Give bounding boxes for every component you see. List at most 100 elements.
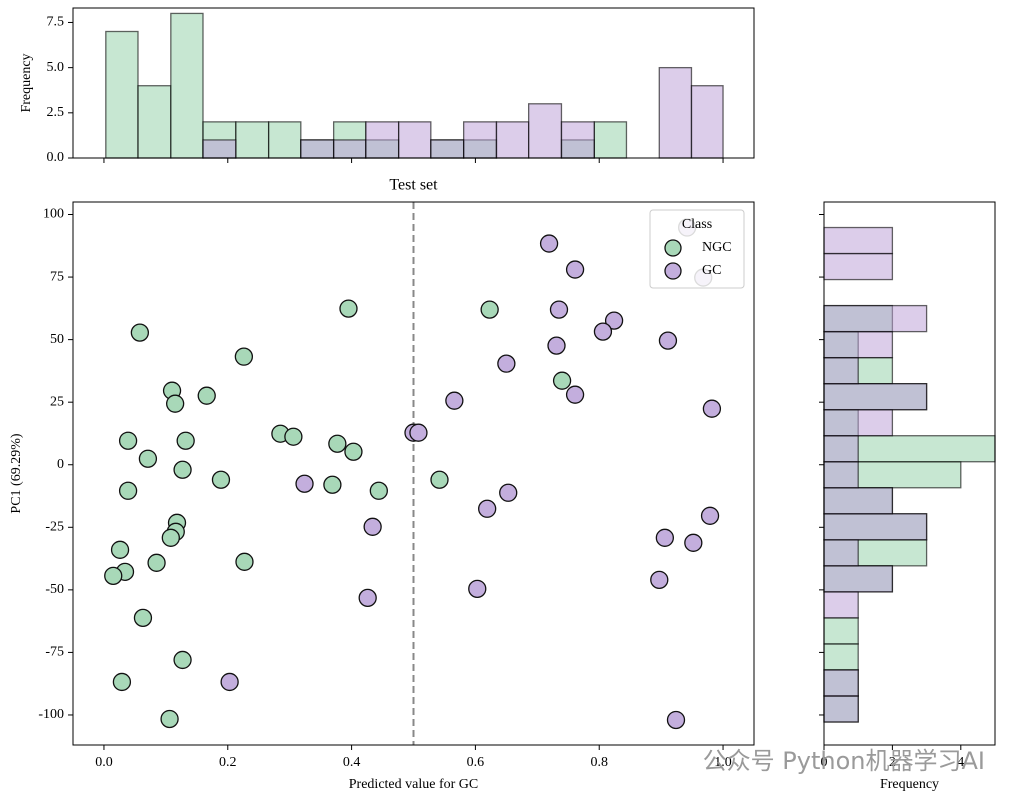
point [409, 423, 428, 442]
hist-bar [823, 330, 894, 359]
point [604, 311, 624, 330]
point [539, 234, 559, 253]
y-tick-label: -75 [45, 645, 64, 660]
hist-bar [823, 252, 894, 281]
hist-bar [823, 435, 859, 463]
point [700, 506, 720, 525]
y-tick-label: 5.0 [47, 60, 65, 75]
point [478, 499, 497, 518]
x-tick-label: 2 [889, 755, 896, 770]
hist-bar [823, 461, 859, 489]
hist-bar [170, 12, 204, 159]
legend-marker [664, 262, 682, 280]
y-tick-label: 25 [50, 394, 64, 409]
y-tick-label: 7.5 [47, 15, 65, 30]
axes-frame [72, 201, 755, 746]
point [176, 431, 195, 450]
point [133, 608, 153, 628]
x-tick-label: 0.0 [95, 755, 113, 770]
hist-bar [823, 409, 894, 437]
point [130, 323, 150, 342]
hist-bar [823, 591, 859, 619]
x-axis-label: Frequency [880, 777, 939, 792]
hist-bar [462, 121, 498, 159]
hist-bar [267, 121, 302, 159]
point [593, 322, 613, 341]
hist-bar [430, 139, 465, 159]
hist-bar [397, 121, 432, 159]
hist-bar [495, 121, 530, 159]
legend-label: NGC [702, 240, 732, 255]
legend-marker [664, 239, 682, 257]
point [565, 385, 585, 404]
hist-bar [137, 85, 172, 159]
axes-frame [823, 201, 996, 746]
axes-frame [72, 7, 755, 159]
point [497, 354, 516, 373]
hist-bar [823, 383, 928, 411]
point [547, 336, 566, 355]
point [666, 710, 686, 730]
hist-bar [658, 66, 693, 159]
point [323, 475, 342, 494]
x-tick-label: 0.2 [219, 755, 237, 770]
point [165, 394, 185, 413]
hist-bar [823, 695, 859, 723]
point [161, 528, 180, 547]
x-tick-label: 0.8 [590, 755, 608, 770]
point [197, 386, 216, 405]
hist-bar [823, 226, 894, 255]
point [173, 650, 192, 670]
hist-bar [300, 139, 335, 159]
point [112, 672, 132, 692]
y-axis-label: Frequency [19, 53, 34, 112]
y-axis-label: PC1 (69.29%) [9, 433, 24, 513]
x-tick-label: 0 [821, 755, 828, 770]
hist-bar [823, 487, 894, 515]
point [328, 434, 347, 453]
x-axis-label: Predicted value for GC [349, 777, 478, 792]
y-tick-label: -50 [45, 582, 64, 597]
x-tick-label: 4 [957, 755, 964, 770]
hist-bar [593, 121, 628, 159]
point [358, 588, 377, 608]
legend-title: Class [682, 217, 712, 232]
hist-bar [690, 85, 724, 159]
point [147, 553, 166, 572]
point [468, 579, 487, 599]
y-tick-label: 0 [57, 457, 64, 472]
point [655, 528, 675, 547]
point [295, 474, 314, 493]
hist-bar [823, 669, 859, 697]
point [160, 709, 179, 729]
point [430, 470, 449, 489]
point [658, 331, 678, 350]
point [173, 460, 192, 479]
point [220, 672, 239, 692]
hist-bar [528, 103, 563, 159]
point [565, 260, 585, 279]
x-tick-label: 1.0 [714, 755, 732, 770]
point [211, 470, 231, 489]
hist-bar [235, 121, 270, 159]
hist-bar [365, 121, 400, 159]
y-tick-label: 75 [50, 269, 64, 284]
point [104, 566, 123, 585]
hist-bar [332, 139, 367, 159]
point [363, 517, 382, 536]
hist-bar [823, 513, 928, 541]
point [499, 483, 518, 502]
point [234, 347, 254, 366]
point [284, 427, 303, 446]
chart-title: Test set [389, 177, 438, 194]
point [138, 449, 158, 468]
y-tick-label: -100 [38, 707, 64, 722]
y-tick-label: 2.5 [47, 105, 65, 120]
hist-bar [823, 565, 894, 593]
point [110, 540, 130, 559]
y-tick-label: -25 [45, 520, 64, 535]
point [702, 399, 722, 418]
watermark: 公众号 Python机器学习AI [703, 747, 985, 775]
hist-bar [202, 139, 237, 159]
hist-bar [823, 643, 859, 671]
